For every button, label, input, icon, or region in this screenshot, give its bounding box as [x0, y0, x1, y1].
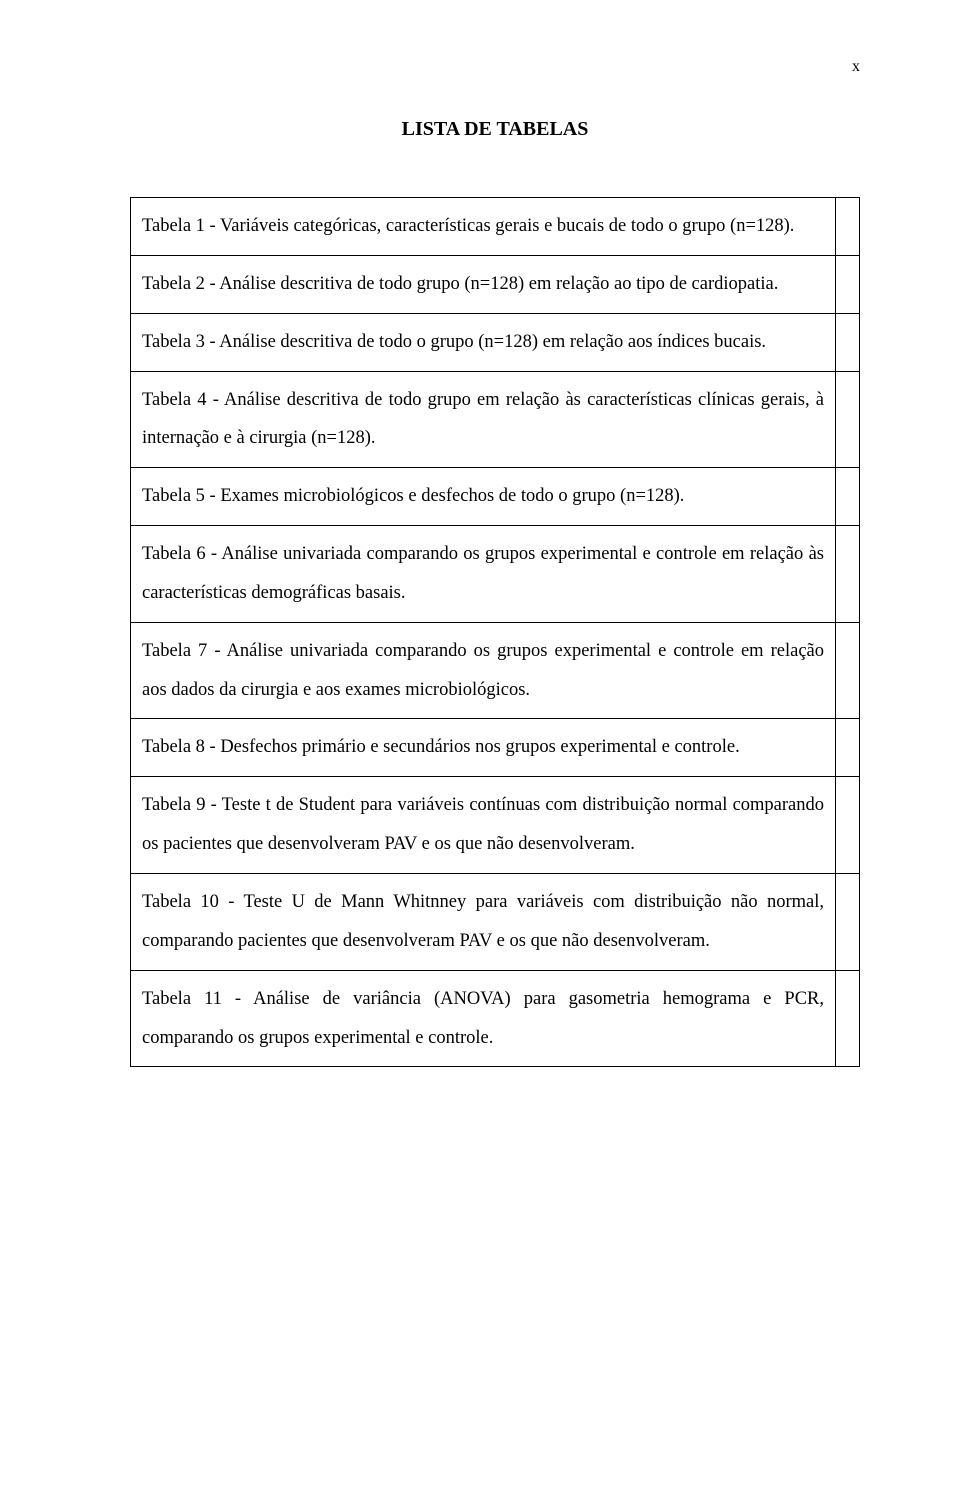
- table-entry-page: [836, 371, 860, 468]
- table-row: Tabela 10 - Teste U de Mann Whitnney par…: [131, 873, 860, 970]
- page-number: x: [130, 58, 860, 76]
- table-entry-page: [836, 255, 860, 313]
- table-row: Tabela 2 - Análise descritiva de todo gr…: [131, 255, 860, 313]
- table-row: Tabela 3 - Análise descritiva de todo o …: [131, 313, 860, 371]
- table-entry-text: Tabela 11 - Análise de variância (ANOVA)…: [131, 970, 836, 1067]
- table-row: Tabela 8 - Desfechos primário e secundár…: [131, 719, 860, 777]
- table-entry-text: Tabela 1 - Variáveis categóricas, caract…: [131, 198, 836, 256]
- page-title: LISTA DE TABELAS: [130, 118, 860, 141]
- table-entry-text: Tabela 9 - Teste t de Student para variá…: [131, 777, 836, 874]
- table-entry-page: [836, 719, 860, 777]
- table-entry-page: [836, 313, 860, 371]
- table-entry-text: Tabela 4 - Análise descritiva de todo gr…: [131, 371, 836, 468]
- table-row: Tabela 4 - Análise descritiva de todo gr…: [131, 371, 860, 468]
- table-row: Tabela 6 - Análise univariada comparando…: [131, 526, 860, 623]
- table-entry-page: [836, 970, 860, 1067]
- tables-list: Tabela 1 - Variáveis categóricas, caract…: [130, 197, 860, 1067]
- table-row: Tabela 5 - Exames microbiológicos e desf…: [131, 468, 860, 526]
- table-row: Tabela 9 - Teste t de Student para variá…: [131, 777, 860, 874]
- table-entry-page: [836, 198, 860, 256]
- table-entry-text: Tabela 3 - Análise descritiva de todo o …: [131, 313, 836, 371]
- table-row: Tabela 1 - Variáveis categóricas, caract…: [131, 198, 860, 256]
- table-row: Tabela 7 - Análise univariada comparando…: [131, 622, 860, 719]
- table-entry-text: Tabela 7 - Análise univariada comparando…: [131, 622, 836, 719]
- table-entry-page: [836, 622, 860, 719]
- table-entry-text: Tabela 2 - Análise descritiva de todo gr…: [131, 255, 836, 313]
- table-row: Tabela 11 - Análise de variância (ANOVA)…: [131, 970, 860, 1067]
- table-entry-page: [836, 777, 860, 874]
- table-entry-text: Tabela 8 - Desfechos primário e secundár…: [131, 719, 836, 777]
- table-entry-page: [836, 873, 860, 970]
- table-entry-text: Tabela 10 - Teste U de Mann Whitnney par…: [131, 873, 836, 970]
- table-entry-text: Tabela 5 - Exames microbiológicos e desf…: [131, 468, 836, 526]
- table-entry-page: [836, 526, 860, 623]
- table-entry-page: [836, 468, 860, 526]
- table-entry-text: Tabela 6 - Análise univariada comparando…: [131, 526, 836, 623]
